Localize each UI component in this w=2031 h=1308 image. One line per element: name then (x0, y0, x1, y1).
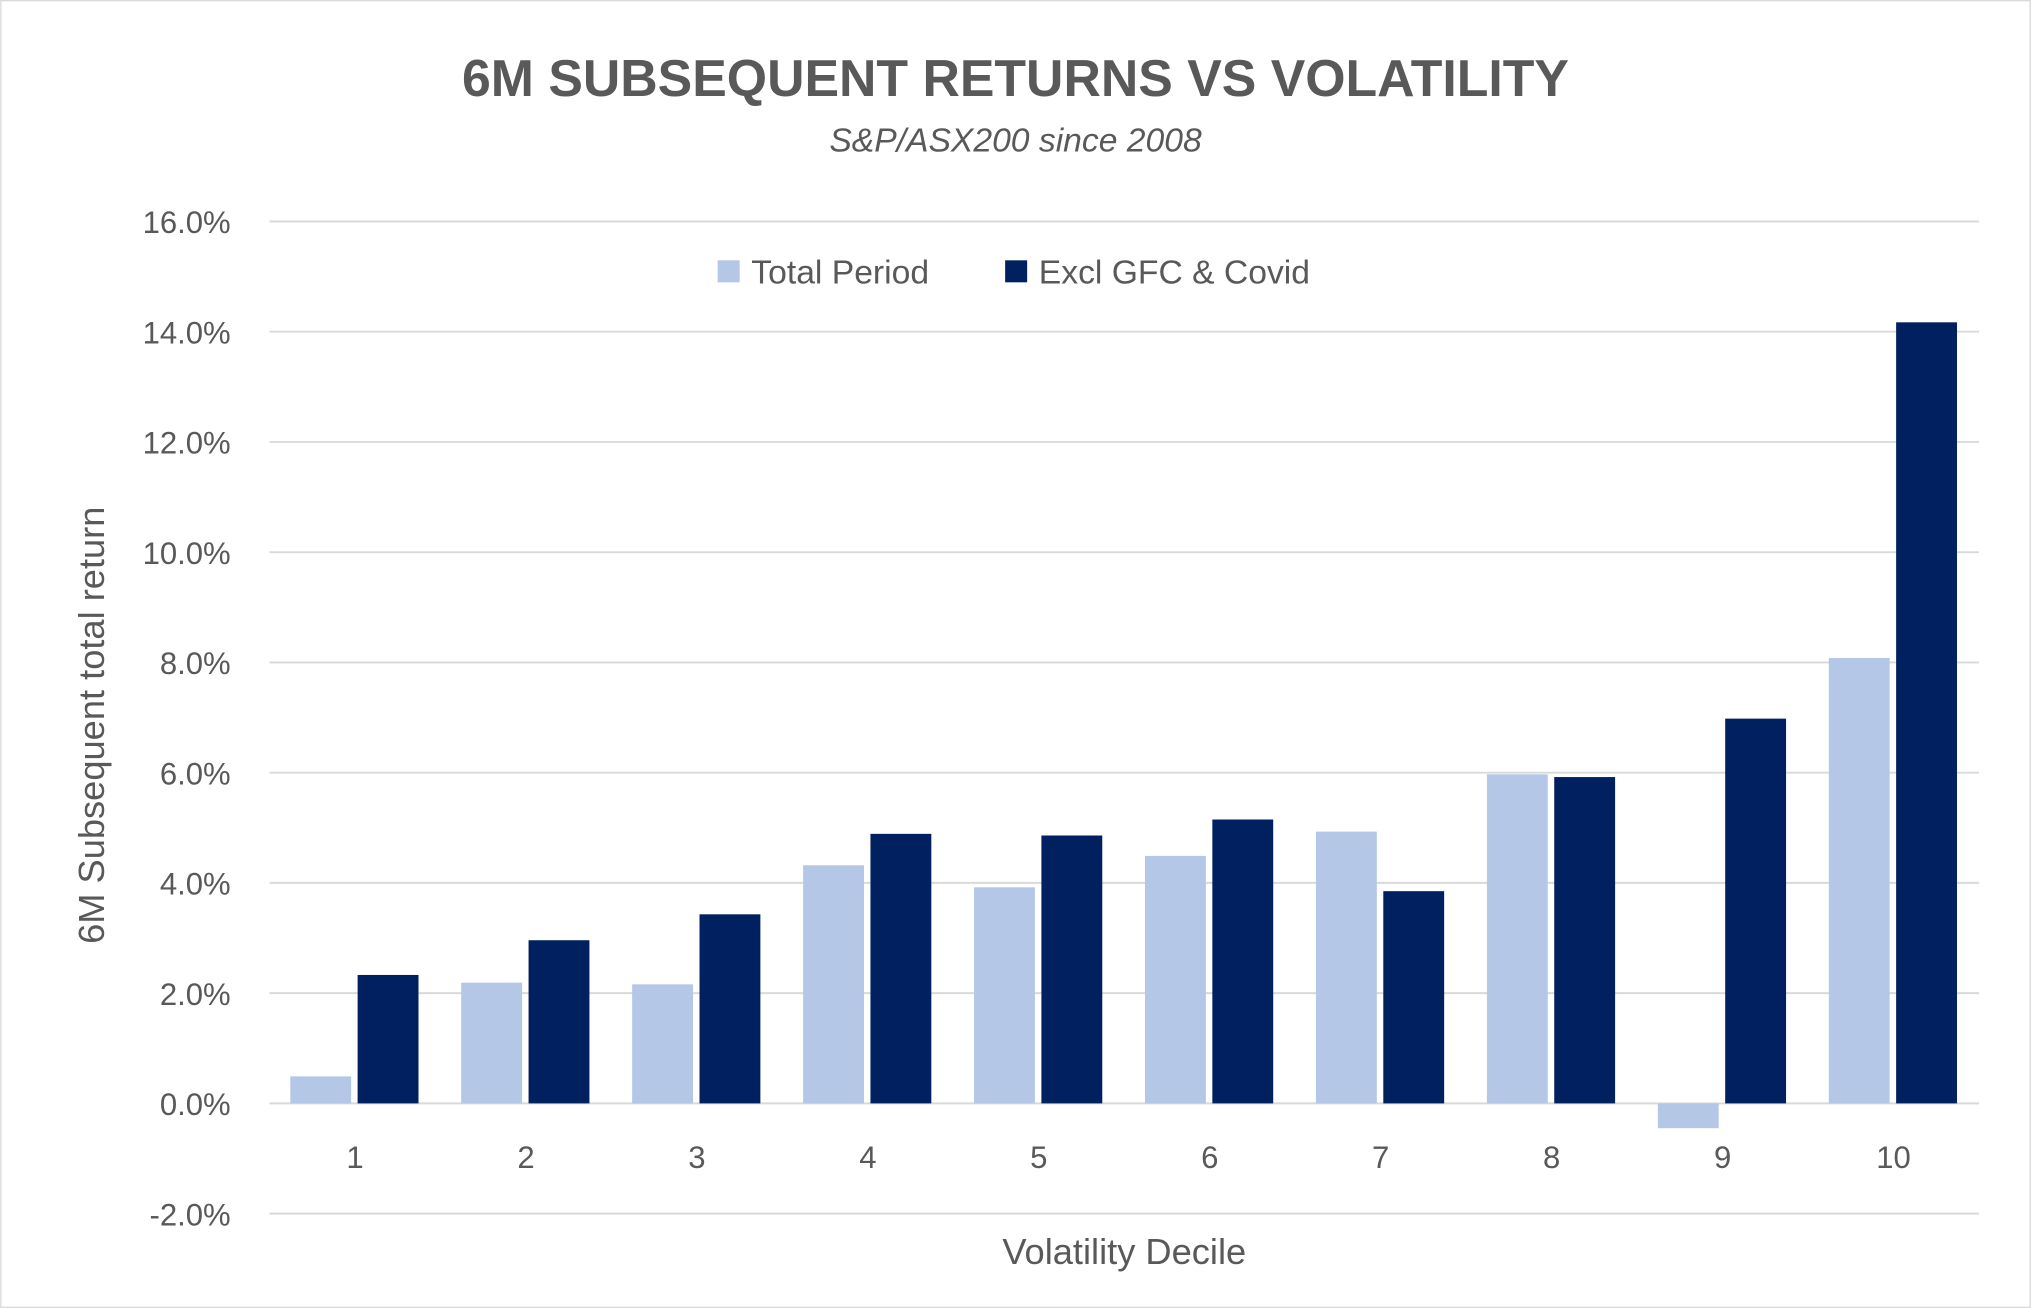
legend-swatch-excl (1005, 260, 1028, 283)
bar-excl-gfc-covid-2 (528, 940, 590, 1104)
x-tick-label: 9 (1714, 1140, 1731, 1175)
x-tick-label: 3 (688, 1140, 705, 1175)
y-tick-label: 0.0% (160, 1087, 231, 1122)
y-tick-label: 8.0% (160, 646, 231, 681)
x-tick-label: 1 (346, 1140, 363, 1175)
y-tick-label: 12.0% (143, 426, 231, 461)
bar-total-period-7 (1315, 831, 1377, 1104)
y-tick-label: 6.0% (160, 756, 231, 791)
bar-excl-gfc-covid-10 (1896, 322, 1958, 1104)
y-tick-label: 10.0% (143, 536, 231, 571)
bar-total-period-4 (803, 865, 864, 1104)
x-tick-label: 4 (859, 1140, 876, 1175)
bar-excl-gfc-covid-3 (699, 914, 761, 1104)
bar-total-period-2 (461, 982, 523, 1104)
y-tick-label: 4.0% (160, 867, 231, 902)
chart-subtitle: S&P/ASX200 since 2008 (829, 123, 1202, 160)
bar-excl-gfc-covid-4 (870, 833, 932, 1104)
legend-swatch-total-period (717, 260, 740, 283)
x-tick-label: 10 (1876, 1140, 1911, 1175)
bar-total-period-1 (290, 1076, 352, 1104)
legend-label-excl: Excl GFC & Covid (1039, 255, 1310, 292)
bar-excl-gfc-covid-8 (1554, 777, 1616, 1104)
bar-excl-gfc-covid-9 (1725, 718, 1787, 1104)
x-tick-label: 2 (517, 1140, 534, 1175)
y-tick-label: -2.0% (150, 1197, 231, 1232)
bar-excl-gfc-covid-6 (1212, 819, 1274, 1104)
bar-total-period-6 (1145, 855, 1206, 1104)
bar-total-period-3 (632, 984, 694, 1104)
bar-excl-gfc-covid-1 (357, 974, 419, 1104)
y-tick-label: 14.0% (143, 315, 231, 350)
y-axis-label: 6M Subsequent total return (71, 507, 112, 944)
bar-total-period-5 (974, 887, 1035, 1104)
x-tick-label: 8 (1543, 1140, 1560, 1175)
x-tick-label: 6 (1201, 1140, 1218, 1175)
bar-total-period-8 (1486, 774, 1548, 1104)
x-tick-label: 5 (1030, 1140, 1047, 1175)
y-tick-label: 2.0% (160, 977, 231, 1012)
bar-total-period-9 (1657, 1103, 1719, 1129)
legend: Total Period Excl GFC & Covid (717, 255, 1310, 292)
legend-label-total-period: Total Period (751, 255, 929, 292)
bar-excl-gfc-covid-7 (1383, 891, 1445, 1104)
bar-excl-gfc-covid-5 (1041, 835, 1103, 1104)
x-tick-label: 7 (1372, 1140, 1389, 1175)
bar-total-period-10 (1828, 658, 1890, 1104)
chart-title: 6M SUBSEQUENT RETURNS VS VOLATILITY (462, 49, 1569, 107)
y-tick-label: 16.0% (143, 205, 231, 240)
x-axis-label: Volatility Decile (1002, 1231, 1246, 1272)
